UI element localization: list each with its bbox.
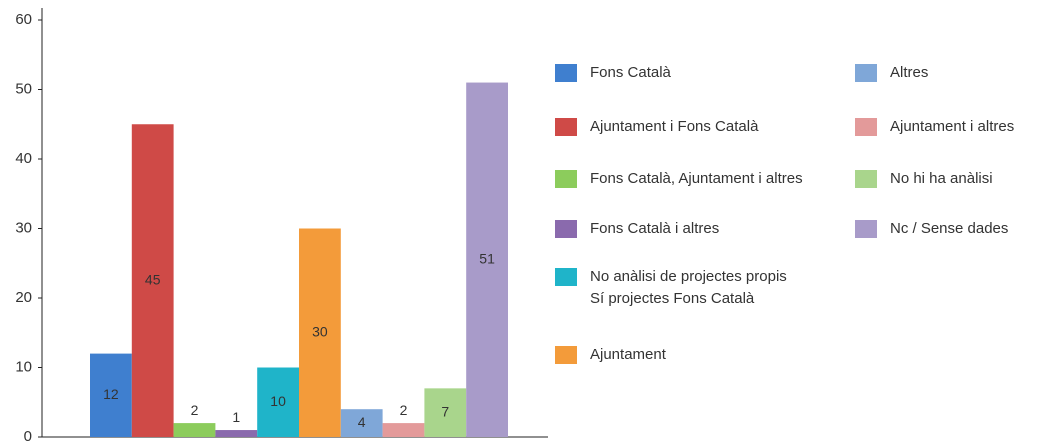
legend-label: Ajuntament i Fons Català [590, 118, 759, 135]
legend-item: No anàlisi de projectes propis Sí projec… [555, 268, 787, 310]
legend-item: Ajuntament i Fons Català [555, 118, 758, 138]
data-label: 45 [145, 271, 161, 287]
data-label: 10 [270, 393, 286, 409]
legend-label: Nc / Sense dades [890, 220, 1009, 237]
legend-swatch [855, 118, 877, 136]
y-tick-label: 60 [15, 11, 32, 28]
legend-label: Ajuntament i altres [890, 118, 1015, 135]
bar [131, 124, 174, 437]
legend-item: Nc / Sense dades [855, 220, 1008, 240]
legend-swatch [555, 118, 577, 136]
legend-swatch [855, 220, 877, 238]
legend-label: No anàlisi de projectes propis Sí projec… [590, 268, 787, 307]
bar [382, 423, 425, 437]
legend-label: No hi ha anàlisi [890, 170, 993, 187]
legend-swatch [555, 220, 577, 238]
bar [257, 367, 299, 437]
bar [424, 388, 467, 437]
legend-swatch [555, 64, 577, 82]
legend-item: Fons Català i altres [555, 220, 719, 240]
legend-label: Fons Català, Ajuntament i altres [590, 170, 803, 187]
y-tick-label: 40 [15, 150, 32, 167]
y-tick-label: 30 [15, 219, 32, 236]
legend-item: Altres [855, 64, 928, 84]
data-label: 2 [400, 402, 408, 418]
legend-swatch [855, 170, 877, 188]
legend-item: Fons Català, Ajuntament i altres [555, 170, 803, 190]
data-label: 2 [191, 402, 199, 418]
bar [90, 353, 132, 437]
data-label: 51 [479, 250, 495, 266]
legend-label: Fons Català i altres [590, 220, 720, 237]
y-tick-label: 0 [24, 428, 32, 445]
bar [215, 430, 258, 437]
legend-item: No hi ha anàlisi [855, 170, 993, 190]
y-tick-label: 20 [15, 289, 32, 306]
y-tick-label: 50 [15, 80, 32, 97]
legend-item: Ajuntament [555, 346, 666, 366]
legend-label: Ajuntament [590, 346, 666, 363]
bar [340, 409, 383, 437]
data-label: 4 [358, 414, 366, 430]
legend-item: Fons Català [555, 64, 671, 84]
y-tick-label: 10 [15, 358, 32, 375]
data-label: 12 [103, 386, 119, 402]
data-label: 30 [312, 323, 328, 339]
legend-label: Fons Català [590, 64, 671, 81]
legend-label: Altres [890, 64, 929, 81]
legend-item: Ajuntament i altres [855, 118, 1014, 138]
legend-swatch [555, 170, 577, 188]
data-label: 7 [441, 403, 449, 419]
bar [173, 423, 216, 437]
bar [299, 228, 341, 437]
legend-swatch [555, 346, 577, 364]
data-label: 1 [232, 409, 240, 425]
bar [466, 82, 508, 438]
legend-swatch [555, 268, 577, 286]
legend-swatch [855, 64, 877, 82]
